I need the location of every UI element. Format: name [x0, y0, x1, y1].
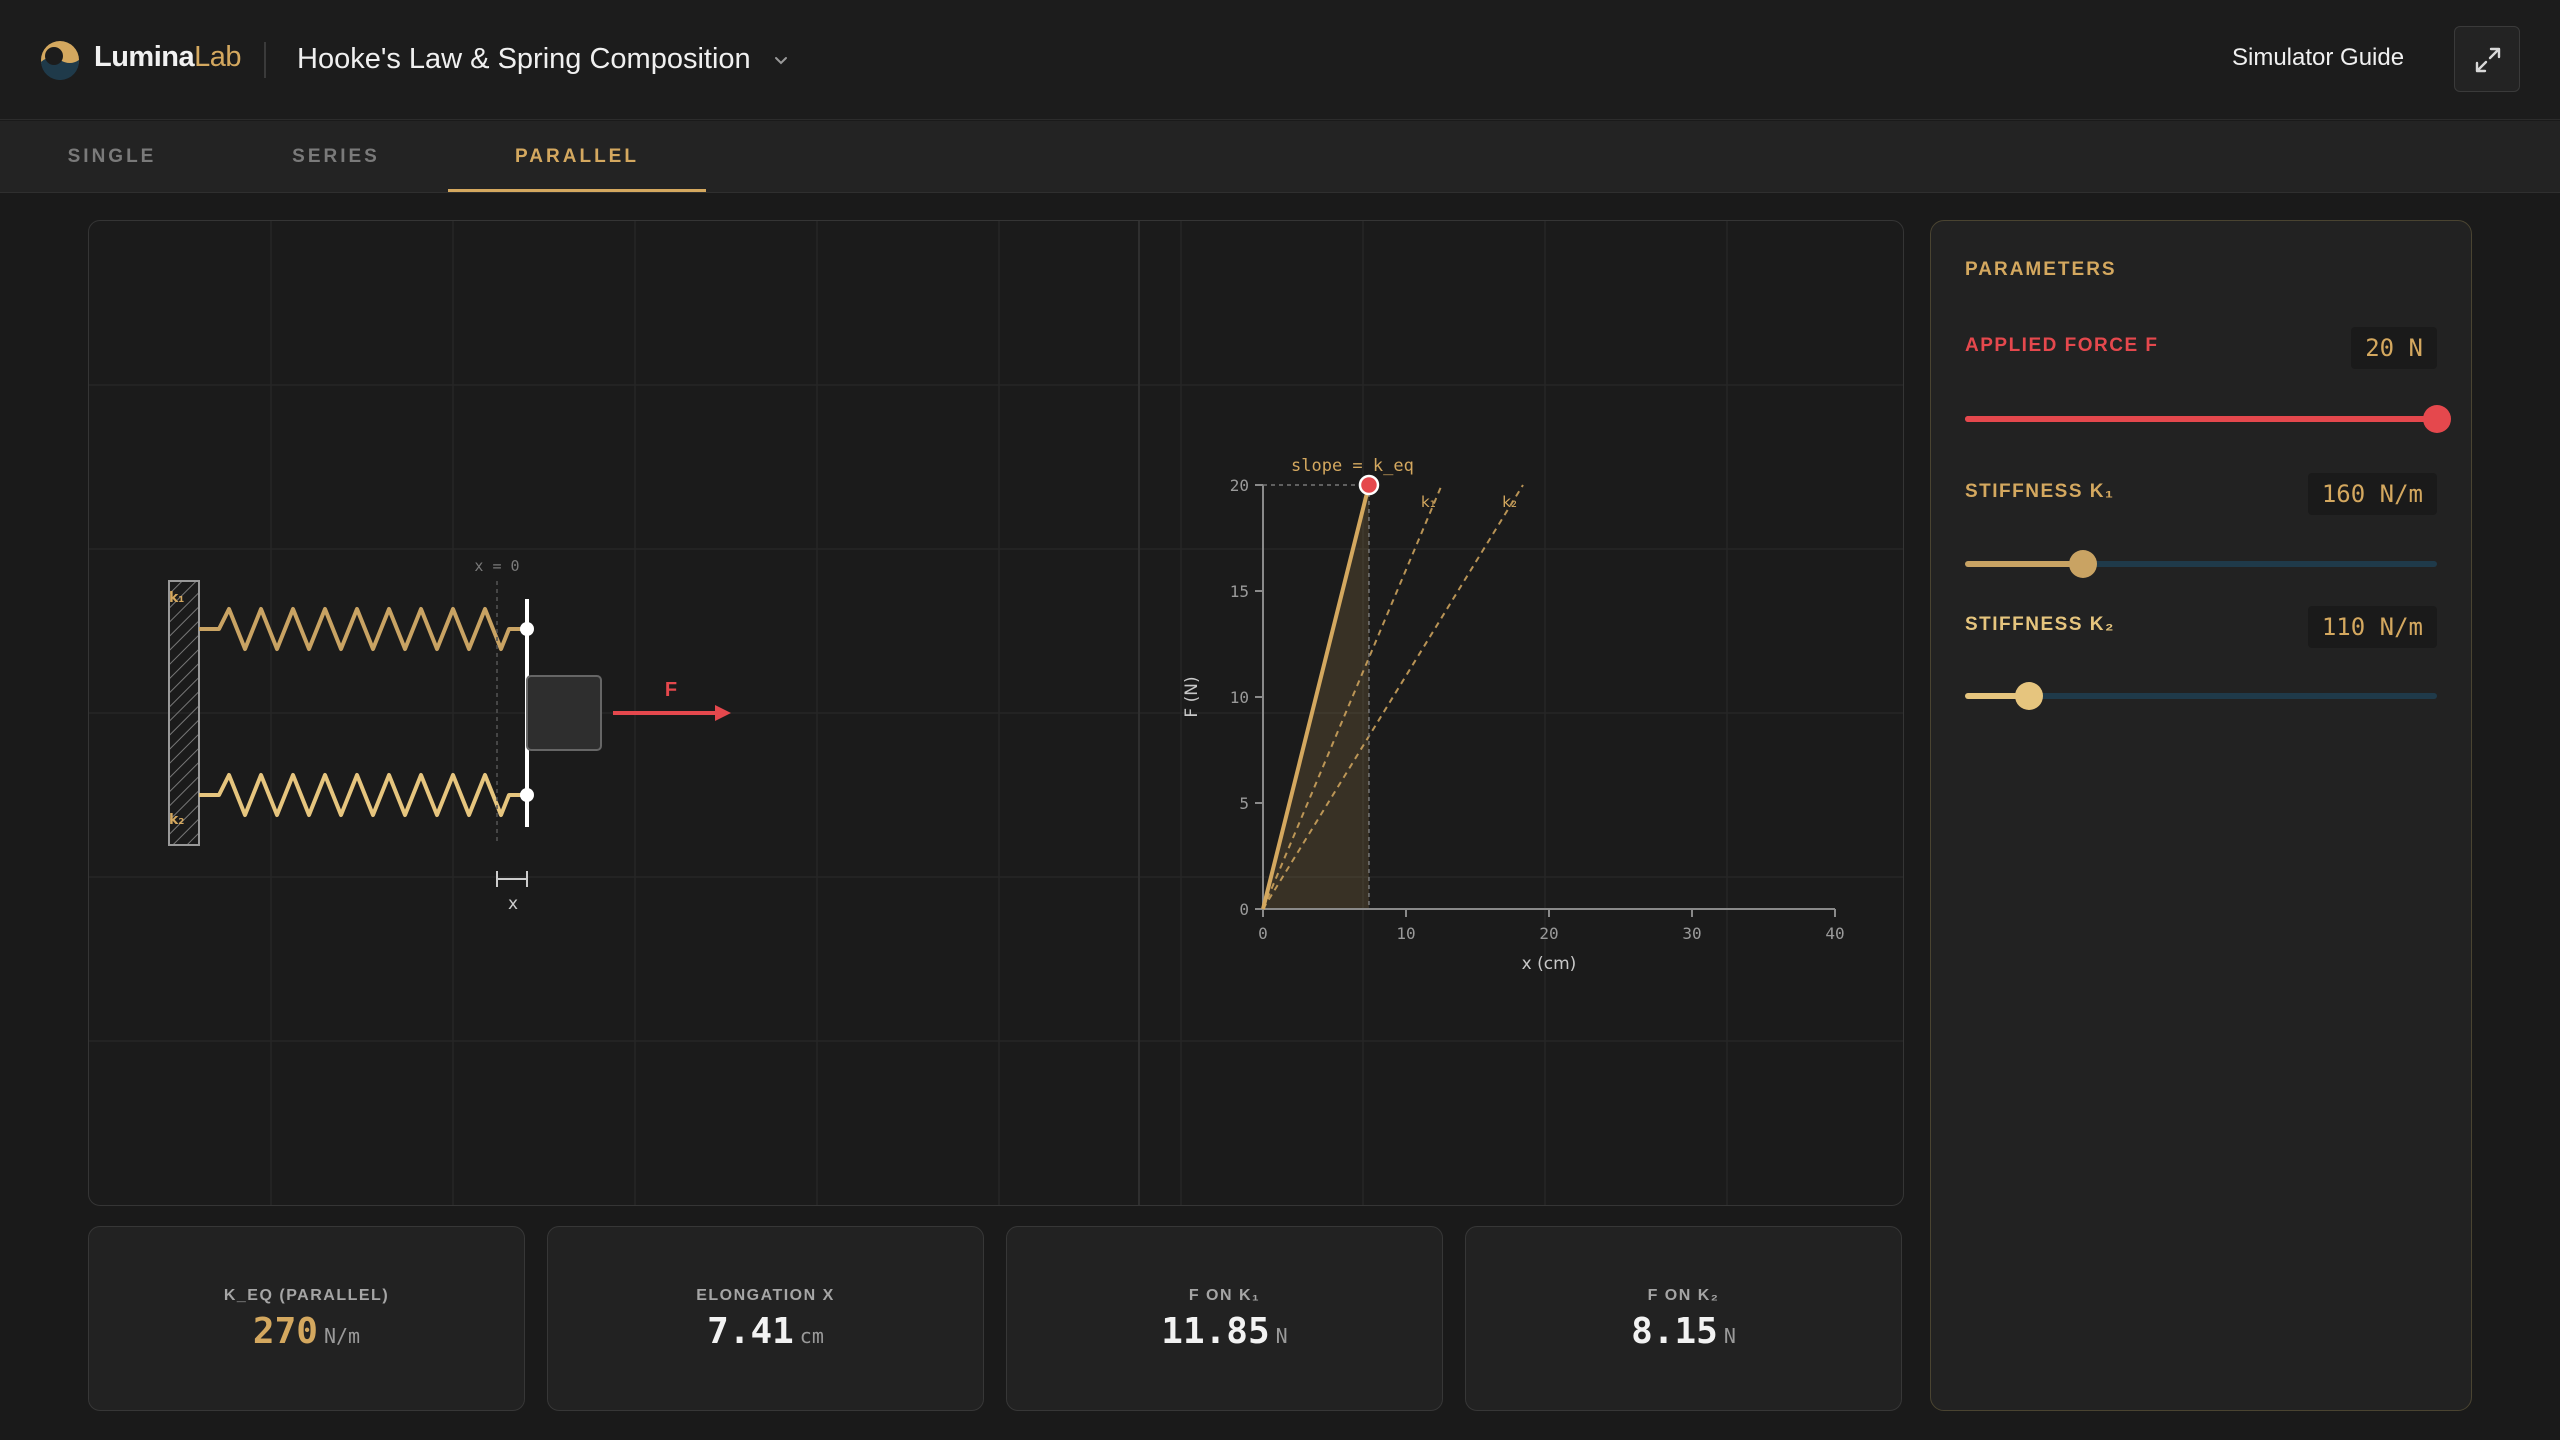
stat-card-elongation: ELONGATION X 7.41 cm — [547, 1226, 984, 1411]
series-label-k1: k₁ — [1421, 493, 1436, 511]
simulator-guide-button[interactable]: Simulator Guide — [2232, 44, 2405, 71]
simulation-canvas: k₁ k₂ x = 0 F x 0 10 20 30 40 0 5 10 15 20 x (cm) F… — [88, 220, 1904, 1206]
stat-card-force-k1: F ON K₁ 11.85 N — [1006, 1226, 1443, 1411]
header-divider — [264, 42, 266, 78]
stat-card-keq: K_EQ (PARALLEL) 270 N/m — [88, 1226, 525, 1411]
y-tick-label: 5 — [1239, 794, 1249, 813]
tab-single[interactable]: SINGLE — [67, 146, 157, 167]
x-tick-label: 30 — [1682, 924, 1701, 943]
series-line-keq — [1261, 484, 1371, 910]
stat-value-force-k1: 11.85 — [1161, 1311, 1270, 1352]
k1-slider[interactable] — [1965, 549, 2437, 579]
stat-unit-force-k2: N — [1723, 1324, 1736, 1348]
y-axis-label: F (N) — [1182, 676, 1202, 717]
mode-tabs: SINGLE SERIES PARALLEL — [0, 121, 2560, 193]
stat-unit-keq: N/m — [323, 1324, 361, 1348]
k1-slider-fill — [1965, 561, 2083, 567]
brand-name[interactable]: LuminaLab — [94, 41, 242, 74]
spring-k2 — [199, 773, 527, 817]
parameters-panel: PARAMETERS APPLIED FORCE F 20 N STIFFNES… — [1930, 220, 2472, 1411]
spring-k1-joint — [520, 622, 534, 636]
k2-param-label: STIFFNESS K₂ — [1965, 614, 2115, 635]
parameters-title: PARAMETERS — [1965, 259, 2117, 280]
k2-value-field[interactable]: 110 N/m — [2307, 606, 2437, 648]
chevron-down-icon[interactable] — [770, 50, 792, 72]
brand-primary: Lumina — [94, 41, 195, 73]
stat-card-force-k2: F ON K₂ 8.15 N — [1465, 1226, 1902, 1411]
stat-unit-force-k1: N — [1275, 1324, 1288, 1348]
spring-k2-joint — [520, 788, 534, 802]
series-line-k2 — [1262, 484, 1524, 910]
slope-annotation: slope = k_eq — [1291, 456, 1414, 476]
stat-label-force-k2: F ON K₂ — [1647, 1287, 1720, 1304]
force-label: F — [665, 679, 677, 701]
zero-reference-label: x = 0 — [474, 557, 519, 575]
force-slider[interactable] — [1965, 404, 2451, 434]
stat-label-force-k1: F ON K₁ — [1188, 1287, 1261, 1304]
fixed-wall — [168, 580, 200, 846]
k1-value-field[interactable]: 160 N/m — [2307, 473, 2437, 515]
force-slider-thumb[interactable] — [2423, 405, 2451, 433]
app-header: LuminaLab Hooke's Law & Spring Compositi… — [0, 0, 2560, 120]
k2-slider[interactable] — [1965, 681, 2437, 711]
y-tick-label: 0 — [1239, 900, 1249, 919]
k2-slider-thumb[interactable] — [2015, 682, 2044, 710]
fullscreen-button[interactable] — [2454, 26, 2520, 92]
mass-block — [526, 675, 602, 751]
x-tick-label: 10 — [1396, 924, 1415, 943]
stat-value-keq: 270 — [252, 1311, 318, 1352]
simulation-svg: k₁ k₂ x = 0 F x 0 10 20 30 40 0 5 10 15 20 x (cm) F… — [89, 221, 1903, 1205]
force-displacement-chart: 0 10 20 30 40 0 5 10 15 20 x (cm) F (N) k₁ k₂ slope = … — [1182, 456, 1845, 974]
operating-point — [1358, 474, 1380, 496]
x-tick-label: 0 — [1258, 924, 1268, 943]
lumina-logo-icon — [41, 41, 80, 80]
y-tick-label: 20 — [1230, 476, 1249, 495]
k1-slider-track — [1965, 561, 2437, 567]
x-axis-label: x (cm) — [1522, 954, 1577, 974]
stat-label-keq: K_EQ (PARALLEL) — [223, 1287, 390, 1304]
x-tick-label: 20 — [1539, 924, 1558, 943]
stat-value-force-k2: 8.15 — [1631, 1311, 1718, 1352]
y-tick-label: 10 — [1230, 688, 1249, 707]
spring-k1 — [199, 607, 527, 651]
spring-bottom-label: k₂ — [169, 812, 184, 828]
tab-series[interactable]: SERIES — [292, 146, 380, 167]
k2-slider-track — [1965, 693, 2437, 699]
stat-unit-elongation: cm — [799, 1324, 824, 1348]
brand-secondary: Lab — [194, 41, 242, 73]
tab-parallel[interactable]: PARALLEL — [515, 146, 639, 167]
background-grid — [89, 221, 1903, 1205]
series-label-k2: k₂ — [1502, 493, 1517, 511]
x-tick-label: 40 — [1825, 924, 1844, 943]
force-value-field[interactable]: 20 N — [2351, 327, 2437, 369]
force-param-label: APPLIED FORCE F — [1965, 335, 2159, 356]
expand-icon — [2475, 47, 2501, 73]
k2-slider-fill — [1965, 693, 2030, 699]
force-arrow-head — [715, 705, 731, 721]
y-tick-label: 15 — [1230, 582, 1249, 601]
k1-param-label: STIFFNESS K₁ — [1965, 481, 2115, 502]
simulation-title[interactable]: Hooke's Law & Spring Composition — [297, 43, 751, 75]
elongation-label: x — [508, 894, 518, 914]
stat-value-elongation: 7.41 — [707, 1311, 794, 1352]
k1-slider-thumb[interactable] — [2069, 550, 2097, 578]
force-slider-fill — [1965, 416, 2437, 422]
stat-label-elongation: ELONGATION X — [696, 1287, 835, 1304]
spring-top-label: k₁ — [169, 590, 184, 606]
active-tab-indicator — [448, 189, 706, 192]
